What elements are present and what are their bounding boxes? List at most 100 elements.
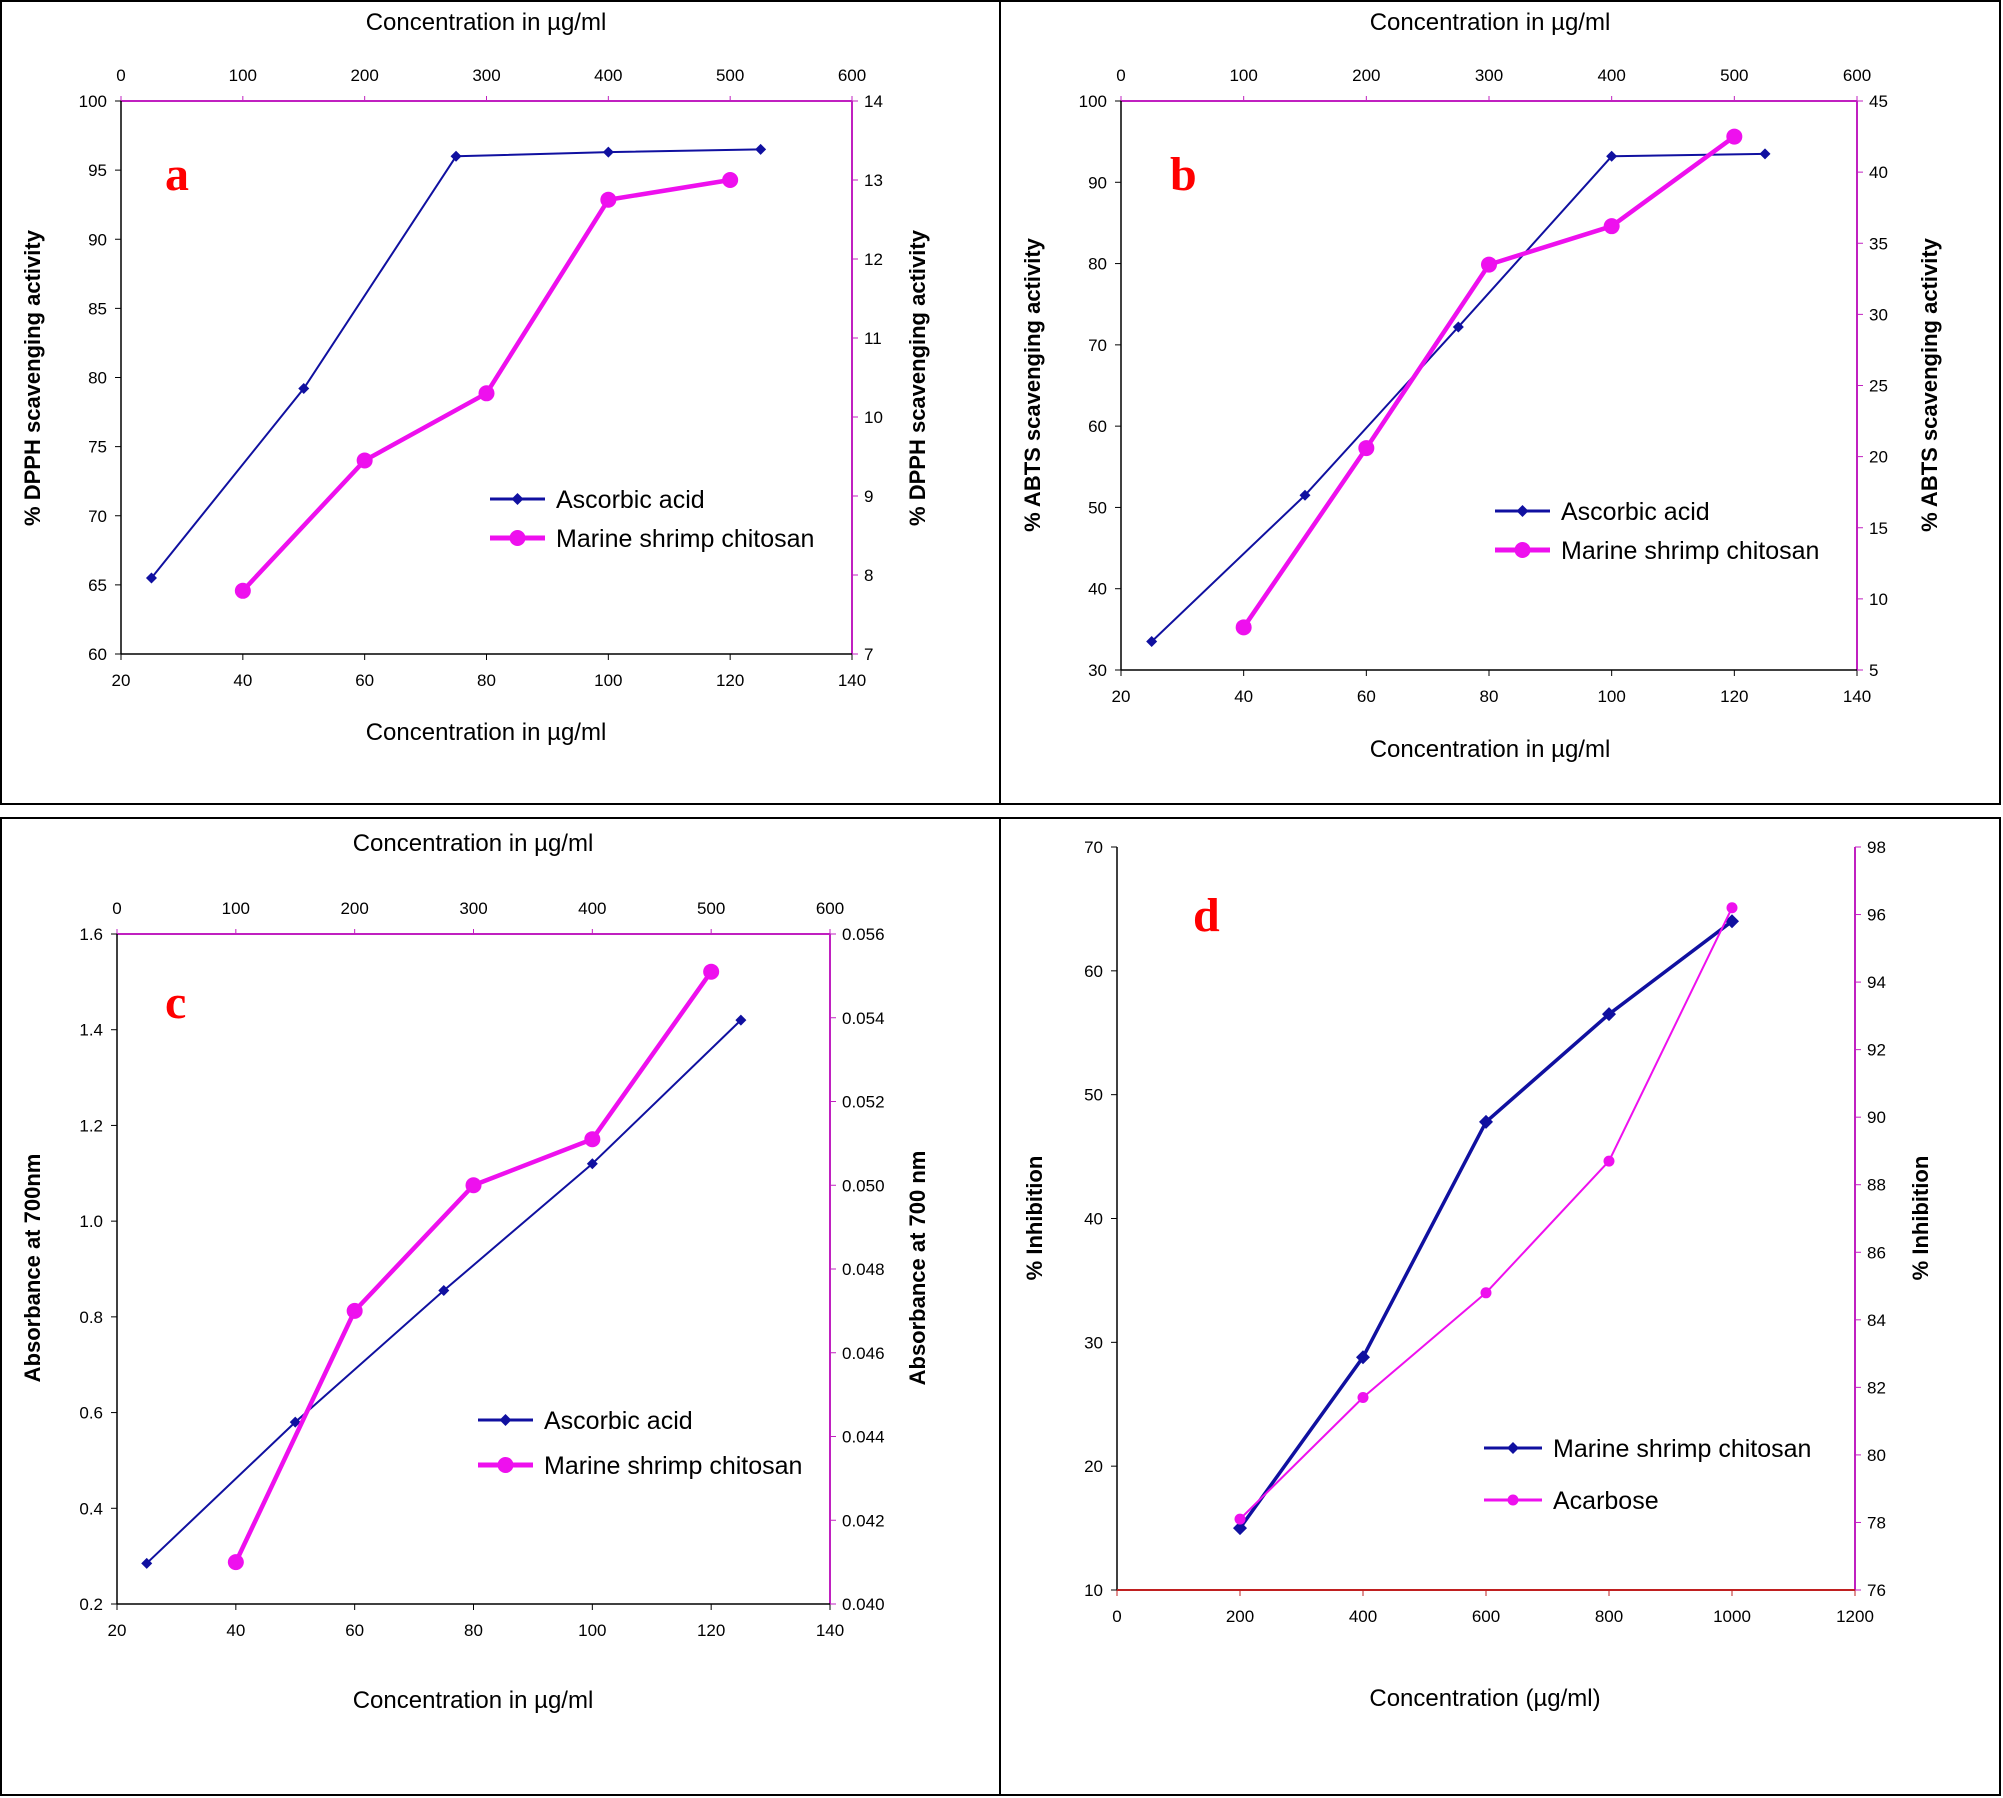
top-tick-label: 0	[116, 66, 125, 85]
left-tick-label: 1.0	[79, 1212, 103, 1231]
right-tick-label: 10	[864, 408, 883, 427]
legend-label: Acarbose	[1553, 1487, 1659, 1515]
data-point	[602, 146, 614, 158]
left-tick-label: 0.2	[79, 1595, 103, 1614]
right-tick-label: 96	[1867, 906, 1886, 925]
left-tick-label: 90	[88, 230, 107, 249]
right-tick-label: 11	[864, 329, 882, 348]
top-tick-label: 200	[340, 899, 368, 918]
top-tick-label: 400	[1597, 66, 1625, 85]
x-axis-title: Concentration in µg/ml	[1370, 736, 1611, 763]
top-tick-label: 400	[578, 899, 606, 918]
right-tick-label: 88	[1867, 1176, 1886, 1195]
right-tick-label: 7	[864, 645, 873, 664]
left-tick-label: 60	[1088, 417, 1107, 436]
top-tick-label: 300	[459, 899, 487, 918]
right-tick-label: 40	[1869, 163, 1888, 182]
legend-label: Ascorbic acid	[544, 1407, 693, 1435]
data-point	[1603, 218, 1620, 235]
x-axis-title: Concentration in µg/ml	[353, 1687, 594, 1714]
right-tick-label: 78	[1867, 1513, 1886, 1532]
right-y-axis-title: % DPPH scavenging activity	[905, 229, 930, 526]
bottom-tick-label: 0	[1112, 1607, 1121, 1626]
data-point	[1479, 1114, 1493, 1129]
panel-b: 20 40 60 80 100 120 140 0 100 200 300 400 500 600 30 40…	[1020, 9, 1942, 763]
right-tick-label: 14	[864, 92, 883, 111]
left-tick-label: 1.6	[79, 925, 103, 944]
data-point	[1602, 1007, 1616, 1022]
bottom-tick-label: 20	[1112, 687, 1131, 706]
bottom-tick-label: 140	[1843, 687, 1871, 706]
top-axis-title: Concentration in µg/ml	[353, 830, 594, 857]
bottom-tick-label: 600	[1472, 1607, 1500, 1626]
panel-letter: d	[1193, 889, 1220, 942]
legend-label: Marine shrimp chitosan	[556, 525, 814, 553]
data-point	[227, 1554, 244, 1571]
panel-letter: a	[165, 148, 189, 201]
right-tick-label: 94	[1867, 973, 1886, 992]
data-point	[1233, 1521, 1247, 1536]
data-point	[145, 572, 157, 584]
legend-swatch-marker	[1507, 1494, 1519, 1506]
data-point	[1356, 1350, 1370, 1365]
right-tick-label: 0.052	[842, 1093, 885, 1112]
right-tick-label: 84	[1867, 1311, 1886, 1330]
left-tick-label: 60	[88, 645, 107, 664]
data-point	[298, 383, 310, 395]
data-point	[346, 1302, 363, 1319]
data-point	[450, 150, 462, 162]
right-tick-label: 45	[1869, 92, 1888, 111]
data-point	[1146, 636, 1158, 648]
panel-letter: b	[1170, 148, 1197, 201]
data-point	[584, 1131, 601, 1148]
left-tick-label: 100	[79, 92, 107, 111]
panel-frame-d	[999, 817, 2001, 1796]
right-tick-label: 0.040	[842, 1595, 885, 1614]
bottom-tick-label: 400	[1349, 1607, 1377, 1626]
data-point	[600, 191, 617, 208]
top-tick-label: 600	[816, 899, 844, 918]
legend-swatch-marker	[1507, 1442, 1519, 1454]
left-tick-label: 85	[88, 299, 107, 318]
left-tick-label: 100	[1079, 92, 1107, 111]
legend-label: Marine shrimp chitosan	[544, 1452, 802, 1480]
legend-swatch-marker	[497, 1457, 514, 1473]
data-point	[141, 1557, 153, 1569]
bottom-tick-label: 100	[578, 1621, 606, 1640]
data-point	[356, 452, 373, 469]
left-tick-label: 0.4	[79, 1499, 103, 1518]
top-tick-label: 500	[1720, 66, 1748, 85]
top-axis-title: Concentration in µg/ml	[1370, 9, 1611, 36]
left-tick-label: 0.8	[79, 1308, 103, 1327]
left-tick-label: 1.4	[79, 1021, 103, 1040]
bottom-tick-label: 40	[226, 1621, 245, 1640]
data-point	[1235, 619, 1252, 636]
legend-swatch-marker	[511, 493, 524, 505]
data-point	[465, 1177, 482, 1194]
right-tick-label: 0.046	[842, 1344, 885, 1363]
data-point	[1357, 1391, 1369, 1403]
bottom-tick-label: 20	[108, 1621, 127, 1640]
right-tick-label: 80	[1867, 1446, 1886, 1465]
data-point	[1606, 150, 1618, 162]
data-point	[234, 582, 251, 599]
data-point	[1299, 489, 1311, 501]
bottom-tick-label: 120	[716, 671, 744, 690]
left-y-axis-title: Absorbance at 700nm	[20, 1154, 45, 1383]
top-tick-label: 500	[697, 899, 725, 918]
top-tick-label: 100	[1229, 66, 1257, 85]
left-tick-label: 30	[1088, 661, 1107, 680]
legend-label: Marine shrimp chitosan	[1561, 537, 1819, 565]
left-tick-label: 40	[1084, 1210, 1103, 1229]
right-tick-label: 5	[1869, 661, 1878, 680]
bottom-tick-label: 40	[1234, 687, 1253, 706]
left-tick-label: 75	[88, 438, 107, 457]
right-tick-label: 0.042	[842, 1511, 885, 1530]
x-axis-title: Concentration in µg/ml	[366, 719, 607, 746]
top-tick-label: 500	[716, 66, 744, 85]
x-axis-title: Concentration (µg/ml)	[1369, 1685, 1600, 1712]
left-tick-label: 30	[1084, 1333, 1103, 1352]
data-point	[438, 1285, 450, 1297]
bottom-tick-label: 800	[1595, 1607, 1623, 1626]
